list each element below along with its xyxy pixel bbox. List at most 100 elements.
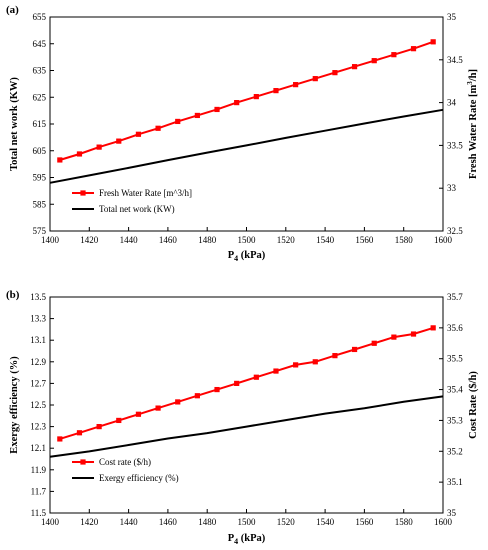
series-point <box>273 88 279 94</box>
y-right-tick-label: 35.6 <box>447 323 463 333</box>
series-line-1 <box>59 326 434 440</box>
series-point <box>312 76 318 82</box>
series-point <box>253 374 259 380</box>
x-tick-label: 1500 <box>238 517 257 527</box>
legend-swatch-marker <box>80 459 86 465</box>
y-left-axis-label: Total net work (KW) <box>9 77 20 171</box>
y-left-tick-label: 13.1 <box>30 335 46 345</box>
series-point <box>253 94 259 100</box>
x-tick-label: 1460 <box>159 517 178 527</box>
y-left-tick-label: 655 <box>33 12 47 22</box>
y-left-tick-label: 13.3 <box>30 314 46 324</box>
y-right-tick-label: 35.7 <box>447 292 463 302</box>
series-line-2 <box>49 108 444 184</box>
series-point <box>76 151 83 157</box>
y-right-tick-label: 35 <box>447 12 457 22</box>
x-tick-label: 1420 <box>80 235 99 245</box>
series-line-1 <box>59 40 434 161</box>
x-axis-label: P4 (kPa) <box>228 533 266 546</box>
legend-label: Cost rate ($/h) <box>99 457 151 467</box>
series-point <box>430 325 436 331</box>
chart-panel-1: (a) 1400 1420 1440 1460 1480 1500 1520 1540 1560 1… <box>6 4 479 263</box>
series-point <box>194 112 200 119</box>
x-tick-label: 1440 <box>120 517 139 527</box>
legend-label: Total net work (KW) <box>99 204 175 214</box>
panel-label: (a) <box>6 4 19 16</box>
series-point <box>135 131 142 137</box>
y-right-tick-label: 33.5 <box>447 140 463 150</box>
y-left-tick-label: 585 <box>33 199 47 209</box>
series-point <box>332 70 338 76</box>
x-tick-label: 1540 <box>316 235 335 245</box>
y-right-tick-label: 35.2 <box>447 446 463 456</box>
y-right-tick-label: 34 <box>447 98 457 108</box>
series-point <box>175 118 181 125</box>
series-point <box>135 411 142 417</box>
y-left-tick-label: 12.1 <box>30 443 46 453</box>
y-left-tick-label: 12.3 <box>30 422 46 432</box>
series-point <box>57 436 63 442</box>
x-tick-label: 1580 <box>395 517 414 527</box>
series-point <box>371 58 377 64</box>
y-right-tick-label: 34.5 <box>447 55 463 65</box>
series-point <box>410 46 417 52</box>
x-tick-label: 1400 <box>41 235 60 245</box>
y-left-tick-label: 12.9 <box>30 357 46 367</box>
series-point <box>391 52 397 58</box>
series-point <box>391 334 397 340</box>
y-right-tick-label: 35.3 <box>447 415 463 425</box>
x-tick-label: 1480 <box>198 517 217 527</box>
y-left-tick-label: 11.9 <box>31 465 47 475</box>
plot-frame <box>49 16 444 232</box>
y-left-tick-label: 635 <box>33 66 47 76</box>
y-left-tick-label: 575 <box>33 226 47 236</box>
series-point <box>214 386 220 393</box>
chart-panel-2: (b) 1400 1420 1440 1460 1480 1500 1520 1540 1560 1… <box>6 289 479 546</box>
series-point <box>96 424 102 430</box>
y-right-tick-label: 33 <box>447 183 457 193</box>
series-point <box>57 157 63 163</box>
x-tick-label: 1520 <box>277 517 296 527</box>
x-tick-label: 1500 <box>238 235 257 245</box>
y-left-tick-label: 11.5 <box>31 508 47 518</box>
x-tick-label: 1600 <box>434 235 453 245</box>
series-point <box>194 393 200 399</box>
y-right-tick-label: 35 <box>447 508 457 518</box>
series-point <box>234 100 240 106</box>
series-point <box>116 417 122 424</box>
legend-label: Fresh Water Rate [m^3/h] <box>99 188 192 198</box>
y-right-tick-label: 35.5 <box>447 354 463 364</box>
series-point <box>273 368 279 374</box>
series-point <box>96 144 102 150</box>
y-left-tick-label: 645 <box>33 39 47 49</box>
panel-label: (b) <box>6 289 20 301</box>
y-left-tick-label: 13.5 <box>30 292 46 302</box>
y-left-tick-label: 605 <box>33 146 47 156</box>
legend-swatch-marker <box>80 190 86 196</box>
y-left-tick-label: 615 <box>33 119 47 129</box>
y-left-tick-label: 12.7 <box>30 378 46 388</box>
x-tick-label: 1400 <box>41 517 60 527</box>
series-point <box>371 340 377 346</box>
series-point <box>312 359 318 365</box>
y-left-axis-label: Exergy efficiency (%) <box>9 356 20 454</box>
x-tick-label: 1420 <box>80 517 99 527</box>
x-tick-label: 1460 <box>159 235 178 245</box>
x-tick-label: 1560 <box>355 235 374 245</box>
series-point <box>351 346 358 353</box>
x-tick-label: 1560 <box>355 517 374 527</box>
x-tick-label: 1600 <box>434 517 453 527</box>
series-point <box>214 106 220 113</box>
x-tick-label: 1580 <box>395 235 414 245</box>
series-point <box>175 399 181 405</box>
series-point <box>332 353 338 359</box>
y-right-tick-label: 35.1 <box>447 477 463 487</box>
series-point <box>76 430 83 436</box>
y-left-tick-label: 595 <box>33 173 47 183</box>
series-line-2 <box>49 395 444 458</box>
series-point <box>155 125 161 131</box>
x-tick-label: 1480 <box>198 235 217 245</box>
series-point <box>293 362 299 368</box>
series-point <box>116 138 122 144</box>
x-tick-label: 1440 <box>120 235 139 245</box>
